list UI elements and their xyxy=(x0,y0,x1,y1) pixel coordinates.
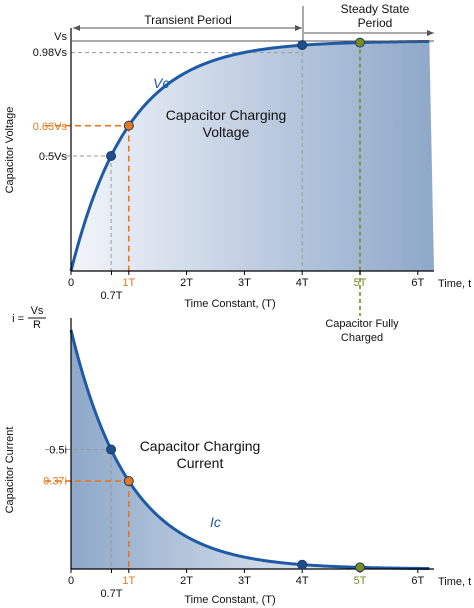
current-points xyxy=(106,444,365,573)
data-point-0 xyxy=(106,151,117,161)
current-area-fill xyxy=(71,330,434,569)
current-x-axis-title: Time Constant, (T) xyxy=(184,594,275,606)
x-tick-label-2: 1T xyxy=(122,575,135,587)
x-tick-label-0: 0 xyxy=(68,575,74,587)
current-body-label-2: Current xyxy=(177,455,224,471)
x-tick-label-1: 0.7T xyxy=(100,588,122,600)
data-point-2 xyxy=(297,40,308,51)
y-label-3: 0.5Vs xyxy=(39,151,68,163)
voltage-points xyxy=(106,37,365,161)
x-tick-label-6: 5T xyxy=(354,277,367,289)
x-tick-label-3: 2T xyxy=(180,575,193,587)
voltage-chart: Transient Period Steady State Period Cap… xyxy=(4,2,471,344)
x-tick-label-1: 0.7T xyxy=(100,290,122,302)
current-y-axis-title: Capacitor Current xyxy=(4,427,16,514)
data-point-1 xyxy=(123,476,134,487)
transient-period-label: Transient Period xyxy=(144,13,232,27)
y-label-0: Vs xyxy=(54,31,67,43)
voltage-y-axis-title: Capacitor Voltage xyxy=(4,107,16,194)
voltage-body-label-2: Voltage xyxy=(203,124,250,140)
current-y-labels: 0.5i 0.37i xyxy=(43,445,67,488)
voltage-body-label-1: Capacitor Charging xyxy=(166,107,287,123)
i-label-prefix: i = xyxy=(12,313,24,325)
current-chart: Capacitor Charging Current Ic Capacitor … xyxy=(4,305,471,606)
fully-charged-label-2: Charged xyxy=(341,332,383,344)
x-tick-label-4: 3T xyxy=(238,277,251,289)
data-point-3 xyxy=(355,37,365,48)
x-tick-label-0: 0 xyxy=(68,277,74,289)
x-tick-label-7: 6T xyxy=(411,575,424,587)
y-label-0: 0.5i xyxy=(49,445,67,457)
voltage-guides xyxy=(45,42,361,316)
x-tick-label-2: 1T xyxy=(122,277,135,289)
i-label-numerator: Vs xyxy=(31,305,44,317)
y-label-1: 0.98Vs xyxy=(33,47,68,59)
data-point-0 xyxy=(106,444,117,455)
x-tick-label-3: 2T xyxy=(180,277,193,289)
data-point-2 xyxy=(297,559,308,570)
i-label-denominator: R xyxy=(33,319,41,331)
x-tick-label-6: 5T xyxy=(354,575,367,587)
steady-state-label-1: Steady State xyxy=(341,2,410,16)
voltage-time-label: Time, t xyxy=(438,278,471,290)
x-tick-label-7: 6T xyxy=(411,277,424,289)
x-tick-label-5: 4T xyxy=(296,277,309,289)
ic-series-label: Ic xyxy=(210,514,221,530)
current-body-label-1: Capacitor Charging xyxy=(140,438,261,454)
fully-charged-label-1: Capacitor Fully xyxy=(325,318,399,330)
data-point-1 xyxy=(123,120,134,131)
voltage-x-axis-title: Time Constant, (T) xyxy=(184,298,275,310)
voltage-area-fill xyxy=(71,41,434,271)
vc-series-label: Vc xyxy=(153,75,169,91)
x-tick-label-5: 4T xyxy=(296,575,309,587)
current-time-label: Time, t xyxy=(438,576,471,588)
y-label-1: 0.37i xyxy=(43,476,67,488)
voltage-y-labels: Vs 0.98Vs 0.63Vs 0.5Vs xyxy=(33,31,68,163)
steady-state-label-2: Period xyxy=(358,16,393,30)
y-label-2: 0.63Vs xyxy=(33,121,68,133)
data-point-3 xyxy=(355,562,365,573)
x-tick-label-4: 3T xyxy=(238,575,251,587)
